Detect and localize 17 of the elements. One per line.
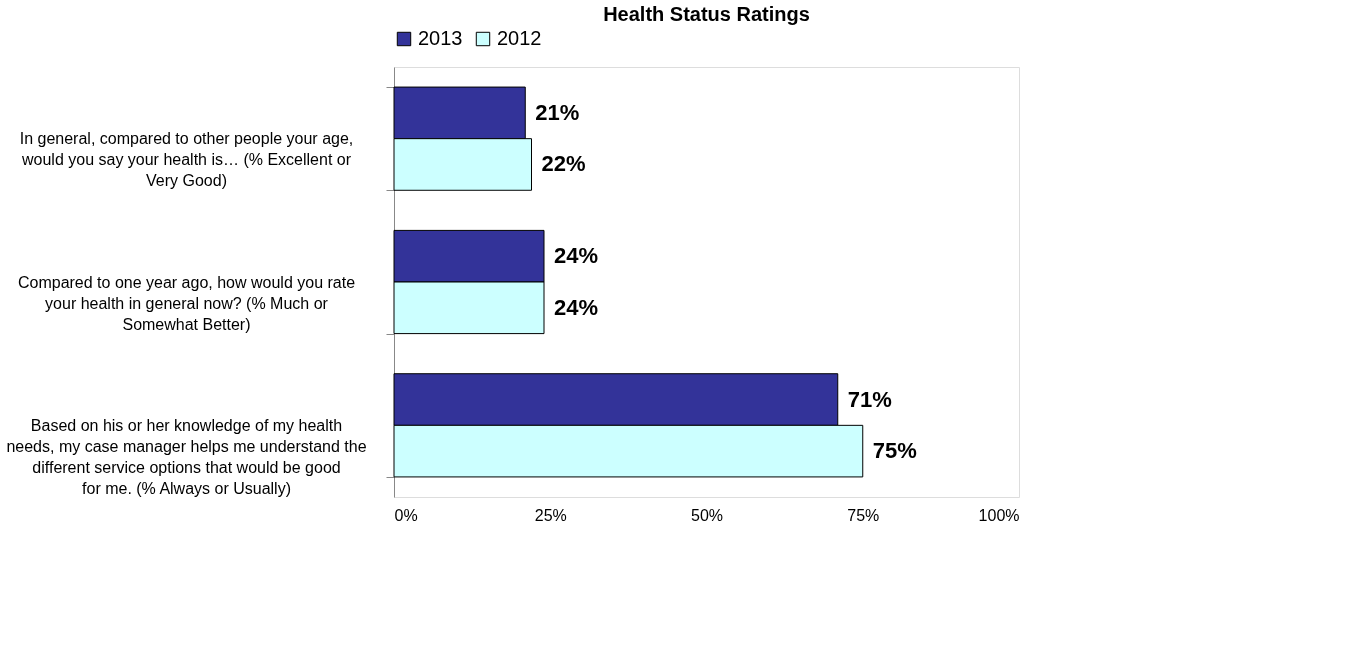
x-tick-label: 50% [690,506,724,524]
x-tick-label: 0% [394,506,418,524]
legend-label: 2012 [497,27,542,49]
y-tick-label: In general, compared to other people your age, would you say your health is… (% Excellent or Very Good) [19,130,354,190]
y-tick-label: Compared to one year ago, how would you rate your health in general now? (% Much or Somewhat Better) [17,273,356,333]
data-label: 22% [541,151,586,177]
x-tick-label: 25% [534,506,567,524]
data-label: 21% [535,99,580,125]
data-label: 24% [554,294,599,320]
chart-title: Health Status Ratings [603,3,810,25]
x-tick-label: 75% [847,506,880,524]
y-tick-label: Based on his or her knowledge of my health needs, my case manager helps me understand the different service options that would be good for me. (% Always or Usually) [6,416,367,497]
data-label: 71% [847,386,892,412]
x-tick-label: 100% [978,506,1020,524]
legend-label: 2013 [418,27,463,49]
data-label: 75% [872,438,917,464]
data-label: 24% [554,243,599,269]
